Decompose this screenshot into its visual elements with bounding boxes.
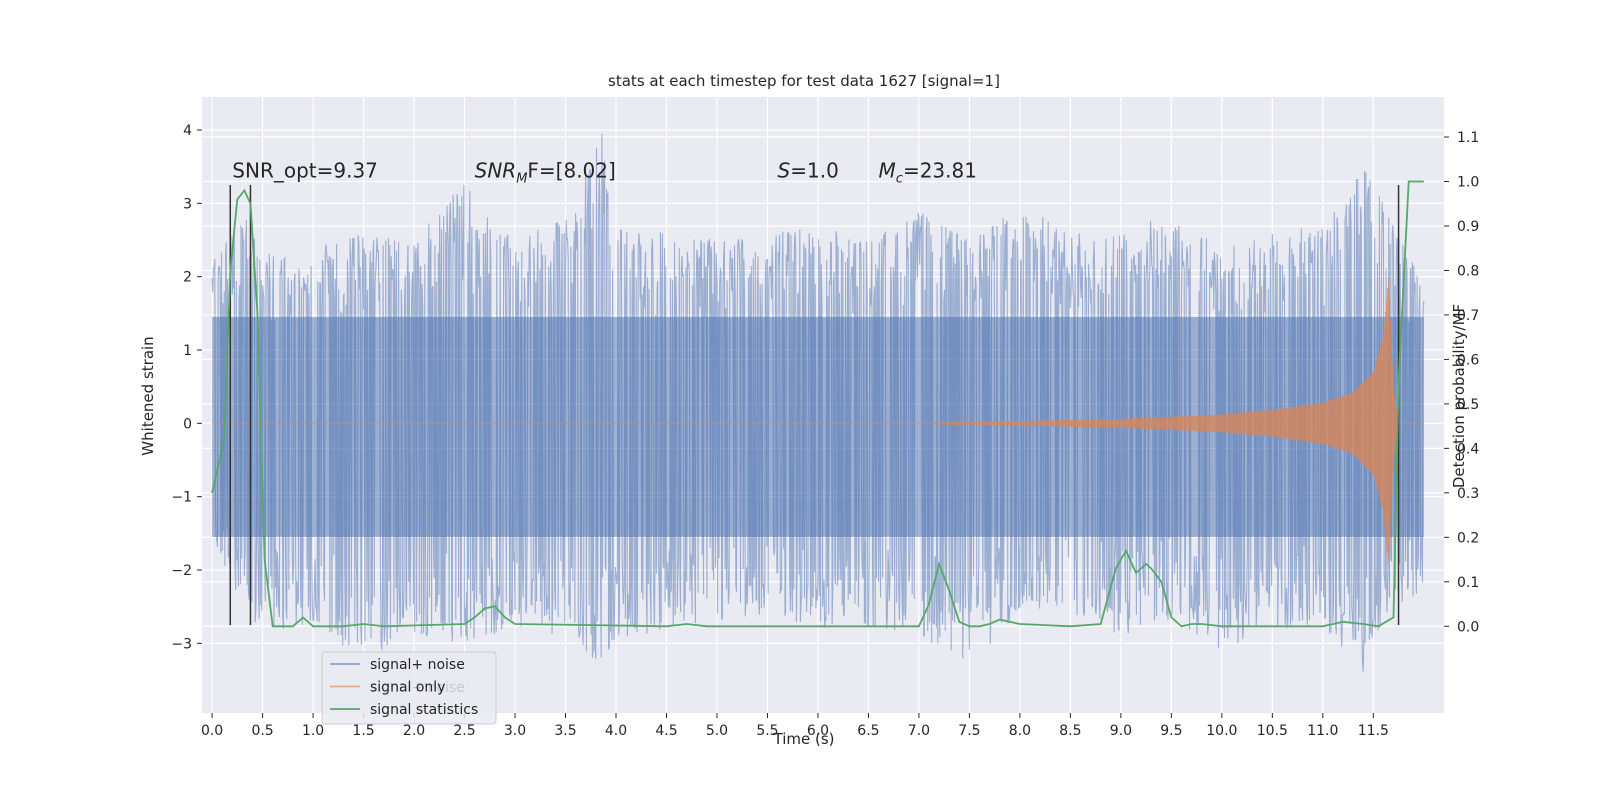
y2-tick-label: 0.4: [1457, 441, 1479, 457]
y-tick-label: −3: [171, 636, 192, 652]
x-tick-label: 8.0: [1009, 723, 1031, 739]
y-tick-label: 2: [183, 270, 192, 286]
x-tick-label: 0.0: [201, 723, 223, 739]
y2-tick-label: 0.2: [1457, 530, 1479, 546]
x-tick-label: 1.0: [302, 723, 324, 739]
y-axis-ticks: −3 −2 −1 0 1 2 3 4: [171, 123, 202, 652]
x-tick-label: 3.0: [504, 723, 526, 739]
y2-tick-label: 0.9: [1457, 219, 1479, 235]
x-tick-label: 10.5: [1257, 723, 1288, 739]
x-tick-label: 9.5: [1160, 723, 1182, 739]
y2-tick-label: 0.8: [1457, 263, 1479, 279]
signal-noise-line: [211, 133, 1425, 672]
x-tick-label: 5.5: [756, 723, 778, 739]
x-tick-label: 2.5: [453, 723, 475, 739]
y-tick-label: −2: [171, 563, 192, 579]
y2-tick-label: 1.1: [1457, 130, 1479, 146]
y2-tick-label: 0.5: [1457, 397, 1479, 413]
x-tick-label: 5.0: [706, 723, 728, 739]
x-tick-label: 4.0: [605, 723, 627, 739]
x-tick-label: 0.5: [251, 723, 273, 739]
legend-label: signal+ noise: [370, 657, 465, 673]
y2-axis-ticks: 0.0 0.1 0.2 0.3 0.4 0.5 0.6 0.7 0.8 0.9 1.0 1.1: [1444, 130, 1479, 635]
legend-label: signal statistics: [370, 702, 478, 718]
annotation-text: Mc=23.81: [879, 159, 977, 187]
legend-box: [321, 651, 497, 725]
signal-only-line: [212, 276, 1424, 565]
y2-tick-label: 1.0: [1457, 175, 1479, 191]
series-signal-only: [212, 276, 1424, 565]
y2-tick-label: 0.1: [1457, 575, 1479, 591]
x-tick-label: 9.0: [1110, 723, 1132, 739]
x-tick-label: 4.5: [655, 723, 677, 739]
annotations: SNR_opt=9.37 SNRMF=[8.02] S=1.0 Mc=23.81: [232, 159, 977, 187]
y2-tick-label: 0.3: [1457, 486, 1479, 502]
x-tick-label: 7.5: [958, 723, 980, 739]
chart-title: stats at each timestep for test data 162…: [608, 72, 1000, 90]
y2-axis-label: Detection probability/MF: [1450, 304, 1468, 488]
y-tick-label: 4: [183, 123, 192, 139]
x-tick-label: 11.0: [1307, 723, 1338, 739]
x-tick-label: 6.5: [857, 723, 879, 739]
x-axis-ticks: 0.0 0.5 1.0 1.5 2.0 2.5 3.0 3.5 4.0 4.5 5.0 5.5 6.0 6…: [201, 713, 1389, 739]
x-tick-label: 2.0: [403, 723, 425, 739]
y-tick-label: 1: [183, 343, 192, 359]
x-tick-label: 6.0: [807, 723, 829, 739]
x-tick-label: 10.0: [1206, 723, 1237, 739]
x-axis-label: Time (s): [773, 730, 835, 748]
x-tick-label: 8.5: [1059, 723, 1081, 739]
annotation-text: SNR_opt=9.37: [232, 159, 378, 183]
y-tick-label: 0: [183, 416, 192, 432]
annotation-text: SNRMF=[8.02]: [475, 159, 616, 187]
y-tick-label: −1: [171, 490, 192, 506]
y2-tick-label: 0.0: [1457, 619, 1479, 635]
x-tick-label: 1.5: [352, 723, 374, 739]
y2-tick-label: 0.6: [1457, 352, 1479, 368]
y-axis-label: Whitened strain: [139, 336, 157, 455]
y-tick-label: 3: [183, 196, 192, 212]
legend-label: signal only: [370, 680, 445, 696]
annotation-text: S=1.0: [778, 159, 839, 183]
x-tick-label: 11.5: [1358, 723, 1389, 739]
legend-overlap-text: signal+ noise: [370, 680, 465, 696]
signal-statistics-line: [211, 180, 1424, 628]
x-tick-label: 3.5: [554, 723, 576, 739]
y2-tick-label: 0.7: [1457, 308, 1479, 324]
x-tick-label: 7.0: [908, 723, 930, 739]
series-signal-statistics: [211, 180, 1424, 628]
